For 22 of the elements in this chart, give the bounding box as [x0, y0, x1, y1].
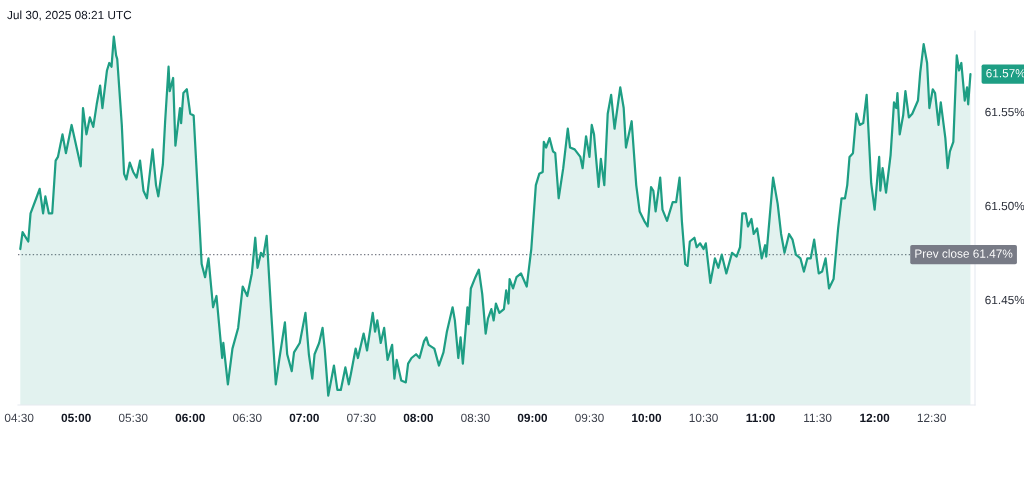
y-tick-label: 61.50% [985, 201, 1024, 211]
x-tick-label: 07:30 [347, 413, 376, 422]
x-tick-label: 10:30 [689, 413, 718, 422]
ref-line-label: Prev close 61.47% [915, 249, 1013, 258]
x-tick-label: 06:00 [175, 413, 205, 422]
x-tick-label: 06:30 [232, 413, 262, 422]
x-tick-label: 12:30 [917, 413, 946, 422]
x-tick-label: 10:00 [632, 413, 662, 422]
chart-title: Jul 30, 2025 08:21 UTC [7, 10, 132, 21]
y-tick-label: 61.45% [985, 295, 1024, 305]
x-tick-label: 11:00 [746, 413, 775, 422]
x-tick-label: 05:30 [118, 413, 148, 422]
x-tick-label: 08:00 [403, 413, 433, 422]
x-tick-label: 11:30 [804, 413, 832, 422]
x-tick-label: 05:00 [61, 413, 91, 422]
x-tick-label: 09:30 [575, 413, 604, 422]
x-tick-label: 04:30 [4, 413, 34, 422]
y-tick-label: 61.55% [985, 107, 1024, 117]
x-tick-label: 09:00 [517, 413, 548, 422]
x-tick-label: 12:00 [860, 413, 890, 422]
x-tick-label: 08:30 [461, 413, 490, 422]
x-tick-label: 07:00 [289, 413, 319, 422]
